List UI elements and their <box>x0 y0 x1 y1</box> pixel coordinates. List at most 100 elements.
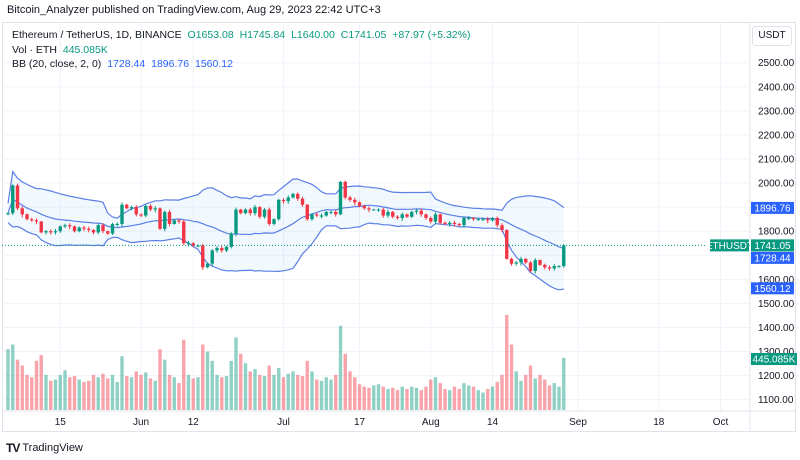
bb-upper-line <box>7 170 565 219</box>
volume-bar <box>514 371 518 410</box>
candle <box>182 219 186 246</box>
volume-bar <box>182 339 186 410</box>
candle-body <box>6 213 10 215</box>
volume-bar <box>467 385 471 410</box>
candle <box>381 207 385 218</box>
volume-bar <box>547 385 552 410</box>
candle <box>467 216 471 221</box>
candle <box>315 212 319 218</box>
candle-body <box>139 214 143 216</box>
legend-volume-row: Vol · ETH 445.085K <box>12 43 473 58</box>
volume-bar <box>528 365 533 410</box>
candle <box>490 216 495 222</box>
candle <box>495 216 499 228</box>
volume-bar <box>72 376 77 410</box>
candle-body <box>106 231 110 234</box>
price-axis: 2500.00 2400.00 2300.00 2200.00 2100.00 2000.… <box>758 58 795 406</box>
candle <box>296 192 300 201</box>
candle-body <box>272 219 276 224</box>
volume-bar <box>490 386 495 410</box>
volume-bar <box>110 374 115 410</box>
candle <box>500 223 504 233</box>
candle <box>471 217 476 221</box>
legend-volume-label[interactable]: Vol · ETH <box>12 43 57 56</box>
candle-body <box>277 199 281 220</box>
candle <box>139 213 143 218</box>
volume-bar <box>201 344 205 410</box>
candle-body <box>462 217 466 226</box>
candle <box>30 217 34 222</box>
candle-body <box>239 209 243 214</box>
volume-bar <box>300 376 305 410</box>
candle-body <box>196 245 200 247</box>
legend-bb-lower: 1560.12 <box>195 58 233 70</box>
candle <box>486 216 490 224</box>
candle-body <box>505 229 509 259</box>
candle-body <box>258 207 262 217</box>
volume-bar <box>372 385 376 410</box>
last-price-tag: 1741.05 <box>751 239 794 252</box>
candle-body <box>495 217 499 226</box>
volume-bar <box>391 387 395 410</box>
candle <box>414 209 419 215</box>
volume-bar <box>224 376 229 410</box>
volume-bar <box>248 371 252 410</box>
time-axis: 15 Jun 12 Jul 17 Aug 14 Sep 18 Oct <box>55 417 729 428</box>
time-tick-label: 17 <box>354 417 366 428</box>
volume-bar <box>524 374 528 410</box>
time-tick-label: Aug <box>422 417 440 428</box>
candle-body <box>44 231 48 233</box>
volume-bar <box>272 374 276 410</box>
currency-button[interactable]: USDT <box>752 26 792 46</box>
candle <box>234 207 238 237</box>
candle <box>462 216 466 228</box>
volume-bar <box>77 379 81 410</box>
candle-body <box>96 225 100 233</box>
candle-body <box>438 214 442 223</box>
price-tick-label: 2500.00 <box>758 58 795 69</box>
candle <box>68 223 72 230</box>
volume-bar <box>476 390 480 410</box>
price-tick-label: 2300.00 <box>758 106 795 117</box>
bb-upper-tag-bg <box>751 201 794 214</box>
price-tick-label: 1600.00 <box>758 275 795 286</box>
volume-bar <box>91 374 96 410</box>
candle-body <box>310 214 314 220</box>
candle <box>11 184 15 216</box>
candle-body <box>220 248 224 251</box>
candle-body <box>362 205 366 209</box>
candle-body <box>324 211 328 216</box>
volume-bar <box>258 374 262 410</box>
candle <box>158 207 162 230</box>
volume-bar <box>438 383 442 410</box>
candle <box>15 183 20 211</box>
price-tick-label: 2000.00 <box>758 179 795 190</box>
tradingview-logo-icon[interactable]: TV <box>6 441 20 455</box>
volume-bar <box>205 351 210 410</box>
tradingview-logo-text[interactable]: TradingView <box>22 442 83 454</box>
bb-lower-line <box>7 222 564 291</box>
candle <box>177 219 181 224</box>
time-tick-label: 12 <box>188 417 200 428</box>
legend-symbol[interactable]: Ethereum / TetherUS, 1D, BINANCE <box>12 29 182 41</box>
chart-legend: Ethereum / TetherUS, 1D, BINANCE O1653.0… <box>12 28 473 72</box>
volume-bar <box>471 386 476 410</box>
volume-bar <box>186 374 191 410</box>
volume-bar <box>220 377 224 410</box>
candle <box>191 242 195 248</box>
volume-bar <box>63 370 67 410</box>
legend-bb-label[interactable]: BB (20, close, 2, 0) <box>12 58 102 70</box>
candle-body <box>72 226 77 232</box>
candle-body <box>125 204 129 209</box>
candle <box>258 206 262 219</box>
volume-bar <box>134 371 138 410</box>
symbol-tag-text: ETHUSDT <box>706 241 753 252</box>
candle-body <box>348 197 352 200</box>
volume-bar <box>115 381 119 410</box>
price-tick-label: 1100.00 <box>758 395 794 406</box>
candle-body <box>153 208 157 210</box>
candle-body <box>163 211 167 229</box>
candle <box>224 245 229 253</box>
candle-body <box>562 245 566 267</box>
